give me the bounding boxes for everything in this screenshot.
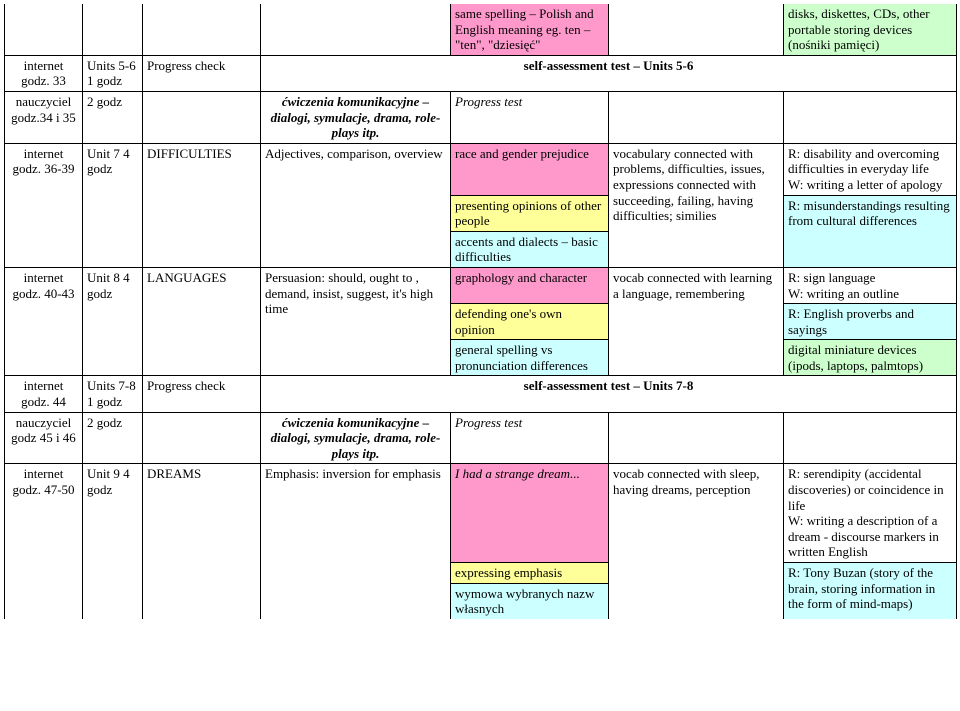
cell: I had a strange dream... (451, 464, 609, 563)
cell: internet godz. 47-50 (5, 464, 83, 619)
cell: digital miniature devices (ipods, laptop… (784, 340, 957, 376)
syllabus-table: same spelling – Polish and English meani… (4, 4, 957, 619)
table-row: nauczyciel godz 45 i 46 2 godz ćwiczenia… (5, 412, 957, 464)
cell (609, 4, 784, 55)
cell: Unit 7 4 godz (83, 143, 143, 267)
cell: LANGUAGES (143, 267, 261, 376)
cell: nauczyciel godz.34 i 35 (5, 91, 83, 143)
cell (5, 4, 83, 55)
cell: DIFFICULTIES (143, 143, 261, 267)
cell: Progress check (143, 376, 261, 412)
cell (261, 4, 451, 55)
cell: R: sign language W: writing an outline (784, 267, 957, 303)
cell (609, 412, 784, 464)
cell: presenting opinions of other people (451, 195, 609, 231)
cell: general spelling vs pronunciation differ… (451, 340, 609, 376)
cell: DREAMS (143, 464, 261, 619)
cell-self-assessment-7-8: self-assessment test – Units 7-8 (261, 376, 957, 412)
cell: internet godz. 36-39 (5, 143, 83, 267)
cell: internet godz. 40-43 (5, 267, 83, 376)
cell: vocab connected with sleep, having dream… (609, 464, 784, 619)
cell: disks, diskettes, CDs, other portable st… (784, 4, 957, 55)
cell: accents and dialects – basic difficultie… (451, 231, 609, 267)
cell: Adjectives, comparison, overview (261, 143, 451, 267)
table-row: internet godz. 36-39 Unit 7 4 godz DIFFI… (5, 143, 957, 195)
cell: Emphasis: inversion for emphasis (261, 464, 451, 619)
table-row: same spelling – Polish and English meani… (5, 4, 957, 55)
cell: race and gender prejudice (451, 143, 609, 195)
cell: R: serendipity (accidental discoveries) … (784, 464, 957, 563)
cell: vocab connected with learning a language… (609, 267, 784, 376)
cell: Units 7-8 1 godz (83, 376, 143, 412)
cell (83, 4, 143, 55)
cell: R: English proverbs and sayings (784, 304, 957, 340)
cell (143, 91, 261, 143)
cell: Progress test (451, 412, 609, 464)
cell: 2 godz (83, 91, 143, 143)
cell: defending one's own opinion (451, 304, 609, 340)
cell (609, 91, 784, 143)
cell: same spelling – Polish and English meani… (451, 4, 609, 55)
cell: Unit 8 4 godz (83, 267, 143, 376)
table-row: internet godz. 40-43 Unit 8 4 godz LANGU… (5, 267, 957, 303)
cell (143, 412, 261, 464)
cell: R: misunderstandings resulting from cult… (784, 195, 957, 267)
cell: ćwiczenia komunikacyjne – dialogi, symul… (261, 91, 451, 143)
table-row: internet godz. 33 Units 5-6 1 godz Progr… (5, 55, 957, 91)
cell (143, 4, 261, 55)
cell: graphology and character (451, 267, 609, 303)
cell-self-assessment-5-6: self-assessment test – Units 5-6 (261, 55, 957, 91)
cell: nauczyciel godz 45 i 46 (5, 412, 83, 464)
cell: internet godz. 33 (5, 55, 83, 91)
cell (784, 412, 957, 464)
table-row: nauczyciel godz.34 i 35 2 godz ćwiczenia… (5, 91, 957, 143)
cell: R: disability and overcoming difficultie… (784, 143, 957, 195)
cell (784, 91, 957, 143)
cell: Units 5-6 1 godz (83, 55, 143, 91)
table-row: internet godz. 44 Units 7-8 1 godz Progr… (5, 376, 957, 412)
cell: internet godz. 44 (5, 376, 83, 412)
cell: Unit 9 4 godz (83, 464, 143, 619)
cell: Progress check (143, 55, 261, 91)
cell: Progress test (451, 91, 609, 143)
table-row: internet godz. 47-50 Unit 9 4 godz DREAM… (5, 464, 957, 563)
cell: wymowa wybranych nazw własnych (451, 583, 609, 619)
cell: expressing emphasis (451, 563, 609, 584)
cell: vocabulary connected with problems, diff… (609, 143, 784, 267)
cell: R: Tony Buzan (story of the brain, stori… (784, 563, 957, 619)
cell: Persuasion: should, ought to , demand, i… (261, 267, 451, 376)
cell: 2 godz (83, 412, 143, 464)
cell: ćwiczenia komunikacyjne – dialogi, symul… (261, 412, 451, 464)
